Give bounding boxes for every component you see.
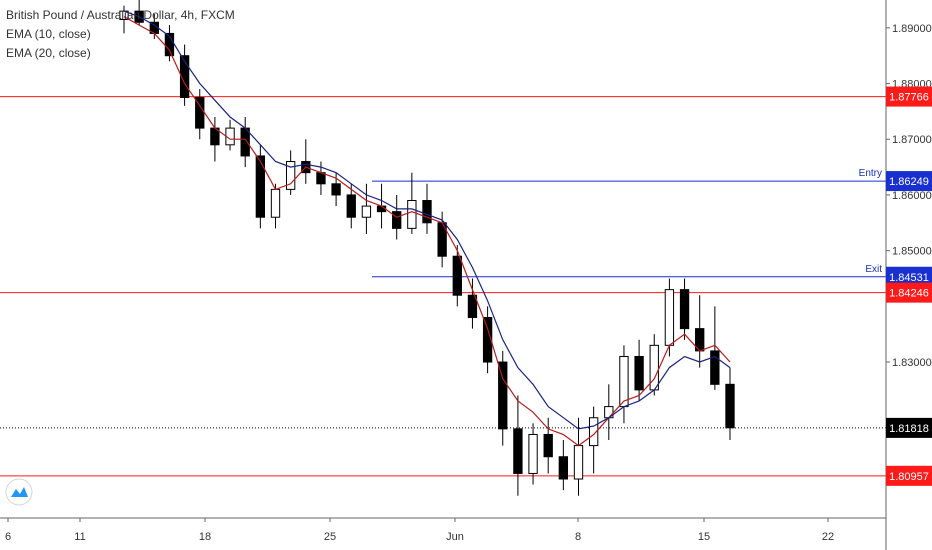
price-tag-1.86249 xyxy=(886,171,932,192)
price-tag-1.84531 xyxy=(886,266,932,287)
time-tick-label-4: Jun xyxy=(446,531,464,543)
candle-body[interactable] xyxy=(270,188,281,218)
candle-body[interactable] xyxy=(179,55,190,98)
price-tag-1.84246 xyxy=(886,282,932,303)
candle-body[interactable] xyxy=(498,361,508,430)
time-tick-label-0: 6 xyxy=(5,531,11,543)
candle-body[interactable] xyxy=(558,456,569,480)
candle-body[interactable] xyxy=(513,428,523,474)
candle-body[interactable] xyxy=(649,344,659,391)
time-tick-label-3: 25 xyxy=(324,531,336,543)
price-tick-label-4: 1.85000 xyxy=(892,246,932,258)
chart-legend: British Pound / Australian Dollar, 4h, F… xyxy=(6,6,235,63)
candle-body[interactable] xyxy=(361,205,372,218)
price-tick-label-0: 1.89000 xyxy=(892,23,932,35)
candle-body[interactable] xyxy=(285,161,296,190)
candle-body[interactable] xyxy=(664,289,675,346)
price-tick-label-5: 1.83000 xyxy=(892,357,932,369)
candle-body[interactable] xyxy=(467,294,478,318)
price-tag-label-1.84246: 1.84246 xyxy=(889,288,929,300)
price-tag-label-1.86249: 1.86249 xyxy=(889,176,929,188)
candle-body[interactable] xyxy=(331,183,341,196)
candle-body[interactable] xyxy=(407,200,417,229)
candle-body[interactable] xyxy=(346,194,356,218)
price-tag-1.87766 xyxy=(886,86,932,107)
price-tick-label-2: 1.87000 xyxy=(892,134,932,146)
time-tick-label-7: 22 xyxy=(822,531,834,543)
logo-mark xyxy=(11,487,28,497)
candle-body[interactable] xyxy=(679,289,690,330)
price-tick-label-3: 1.86000 xyxy=(892,190,932,202)
candle-body[interactable] xyxy=(392,211,402,229)
candle-body[interactable] xyxy=(255,155,266,218)
price-tag-label-1.81818: 1.81818 xyxy=(889,423,929,435)
candle-body[interactable] xyxy=(588,417,599,447)
ema-line-10 xyxy=(123,16,731,447)
candle-body[interactable] xyxy=(422,200,432,224)
candle-body[interactable] xyxy=(573,445,584,480)
logo-circle xyxy=(5,478,33,506)
price-tag-1.80957 xyxy=(886,465,932,486)
price-tag-label-1.84531: 1.84531 xyxy=(889,272,929,284)
candle-body[interactable] xyxy=(725,383,735,429)
ema-line-20 xyxy=(123,10,731,430)
candle-body[interactable] xyxy=(619,355,629,408)
time-tick-label-2: 18 xyxy=(199,531,211,543)
level-note-entry: Entry xyxy=(859,168,882,179)
candle-body[interactable] xyxy=(452,255,462,296)
candle-body[interactable] xyxy=(164,32,175,57)
price-tag-label-1.87766: 1.87766 xyxy=(889,92,929,104)
tradingview-cloud-icon[interactable] xyxy=(5,478,33,506)
candle-body[interactable] xyxy=(528,433,538,474)
time-tick-label-6: 15 xyxy=(698,531,710,543)
price-tag-1.81818 xyxy=(886,417,932,438)
candle-body[interactable] xyxy=(634,355,644,391)
ema-10-label[interactable]: EMA (10, close) xyxy=(6,27,91,41)
symbol-title[interactable]: British Pound / Australian Dollar, 4h, F… xyxy=(6,8,235,22)
candle-body[interactable] xyxy=(482,316,493,363)
price-tag-label-1.80957: 1.80957 xyxy=(889,471,929,483)
level-note-exit: Exit xyxy=(865,264,882,275)
time-tick-label-1: 11 xyxy=(74,531,85,543)
time-tick-label-5: 8 xyxy=(575,531,581,543)
candle-body[interactable] xyxy=(240,127,250,157)
ema-20-label[interactable]: EMA (20, close) xyxy=(6,46,91,60)
candle-body[interactable] xyxy=(543,433,553,458)
candle-body[interactable] xyxy=(710,350,720,385)
